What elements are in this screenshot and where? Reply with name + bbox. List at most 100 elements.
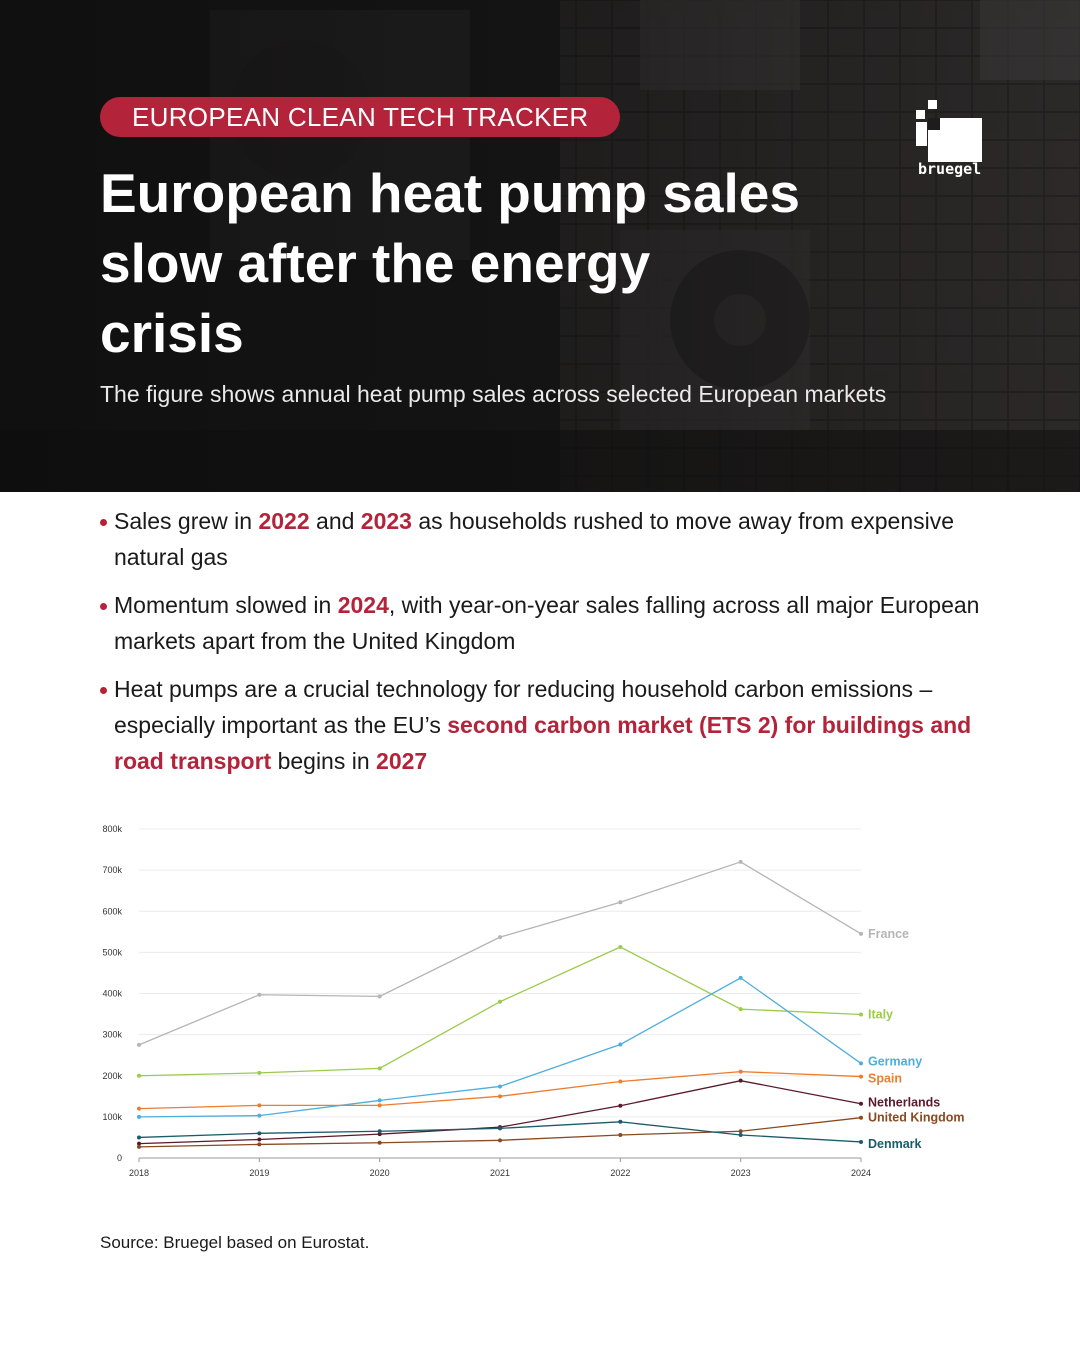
data-point-italy (137, 1073, 141, 1078)
y-tick-label: 700k (102, 865, 122, 875)
data-point-united-kingdom (257, 1142, 262, 1147)
x-tick-label: 2019 (249, 1168, 269, 1178)
key-point-2: Momentum slowed in 2024, with year-on-ye… (100, 587, 980, 659)
data-point-netherlands (137, 1141, 141, 1146)
data-point-spain (498, 1094, 502, 1099)
data-point-france (859, 931, 863, 936)
bullet-text: as households rushed to move away from e… (114, 508, 955, 570)
legend-label-denmark: Denmark (868, 1137, 922, 1151)
data-point-netherlands (738, 1078, 743, 1083)
x-tick-label: 2023 (731, 1168, 751, 1178)
bruegel-logo-text: bruegel (918, 160, 982, 178)
hero-banner: EUROPEAN CLEAN TECH TRACKER European hea… (0, 0, 1080, 492)
highlighted-text: 2027 (376, 748, 428, 774)
data-point-spain (257, 1103, 262, 1108)
x-tick-label: 2024 (851, 1168, 871, 1178)
data-point-france (377, 994, 382, 999)
data-point-denmark (738, 1132, 743, 1137)
data-point-italy (618, 945, 623, 950)
data-point-germany (257, 1113, 262, 1118)
y-tick-label: 600k (102, 906, 122, 916)
legend-label-netherlands: Netherlands (868, 1096, 940, 1110)
bullet-text: and (309, 508, 361, 534)
highlighted-text: 2022 (258, 508, 310, 534)
y-tick-label: 800k (102, 824, 122, 834)
bullet-text: , with year-on-year sales falling across… (114, 592, 980, 654)
bullet-text: Sales grew in (114, 508, 259, 534)
data-point-spain (738, 1069, 743, 1074)
series-line-united-kingdom (138, 1117, 862, 1148)
data-point-germany (137, 1114, 141, 1119)
key-point-1: Sales grew in 2022 and 2023 as household… (100, 503, 980, 575)
y-tick-label: 100k (102, 1112, 122, 1122)
data-point-netherlands (257, 1137, 262, 1142)
data-point-germany (738, 975, 743, 980)
source-note: Source: Bruegel based on Eurostat. (100, 1233, 370, 1252)
y-tick-label: 200k (102, 1071, 122, 1081)
highlighted-text: 2024 (337, 592, 389, 618)
key-point-3: Heat pumps are a crucial technology for … (100, 671, 980, 779)
data-point-france (498, 935, 502, 940)
data-point-germany (377, 1098, 382, 1103)
legend-label-italy: Italy (868, 1007, 893, 1021)
data-point-spain (137, 1106, 141, 1111)
data-point-france (137, 1042, 141, 1047)
y-tick-label: 500k (102, 947, 122, 957)
data-point-denmark (137, 1135, 141, 1140)
legend-label-united-kingdom: United Kingdom (868, 1111, 965, 1125)
y-tick-label: 0 (117, 1153, 122, 1163)
x-tick-label: 2018 (129, 1168, 149, 1178)
data-point-germany (498, 1084, 502, 1089)
hero-shade (0, 0, 1080, 492)
data-point-united-kingdom (618, 1132, 623, 1137)
data-point-france (738, 859, 743, 864)
data-point-spain (618, 1079, 623, 1084)
data-point-netherlands (377, 1132, 382, 1137)
data-point-italy (738, 1007, 743, 1012)
data-point-netherlands (859, 1101, 863, 1106)
legend-label-germany: Germany (868, 1054, 922, 1068)
y-tick-label: 300k (102, 1030, 122, 1040)
data-point-united-kingdom (738, 1129, 743, 1134)
x-tick-label: 2022 (610, 1168, 630, 1178)
series-line-italy (138, 946, 862, 1077)
data-point-spain (377, 1103, 382, 1108)
legend-label-spain: Spain (868, 1072, 902, 1086)
highlighted-text: 2023 (360, 508, 412, 534)
data-point-france (618, 900, 623, 905)
heat-pump-sales-chart: 0 100k 200k 300k 400k 500k 600k 700k 800k 2018 201… (102, 824, 965, 1178)
data-point-spain (859, 1074, 863, 1079)
key-points-list: Sales grew in 2022 and 2023 as household… (100, 503, 980, 791)
bullet-text: begins in (271, 748, 377, 774)
data-point-denmark (257, 1131, 262, 1136)
bullet-text: Heat pumps are a crucial technology for … (114, 676, 933, 738)
data-point-italy (377, 1066, 382, 1071)
series-line-spain (138, 1070, 862, 1110)
data-point-denmark (377, 1129, 382, 1134)
highlighted-text: second carbon market (ETS 2) for buildin… (114, 712, 972, 774)
x-tick-label: 2020 (370, 1168, 390, 1178)
page-subtitle: The figure shows annual heat pump sales … (100, 381, 887, 407)
data-point-italy (498, 999, 502, 1004)
x-tick-label: 2021 (490, 1168, 510, 1178)
data-point-italy (257, 1070, 262, 1075)
data-point-germany (859, 1061, 863, 1066)
bruegel-logo-icon (916, 100, 982, 162)
series-line-france (138, 861, 862, 1046)
data-point-united-kingdom (859, 1115, 863, 1120)
data-point-united-kingdom (137, 1144, 141, 1149)
data-point-united-kingdom (377, 1140, 382, 1145)
bullet-text: Momentum slowed in (114, 592, 338, 618)
data-point-united-kingdom (498, 1138, 502, 1143)
data-point-denmark (618, 1119, 623, 1124)
page-title: European heat pump sales slow after the … (100, 162, 800, 364)
data-point-denmark (859, 1139, 863, 1144)
data-point-germany (618, 1042, 623, 1047)
data-point-france (257, 992, 262, 997)
data-point-denmark (498, 1126, 502, 1131)
data-point-netherlands (618, 1103, 623, 1108)
data-point-italy (859, 1012, 863, 1017)
y-tick-label: 400k (102, 989, 122, 999)
tracker-tag: EUROPEAN CLEAN TECH TRACKER (100, 97, 621, 137)
legend-label-france: France (868, 927, 909, 941)
